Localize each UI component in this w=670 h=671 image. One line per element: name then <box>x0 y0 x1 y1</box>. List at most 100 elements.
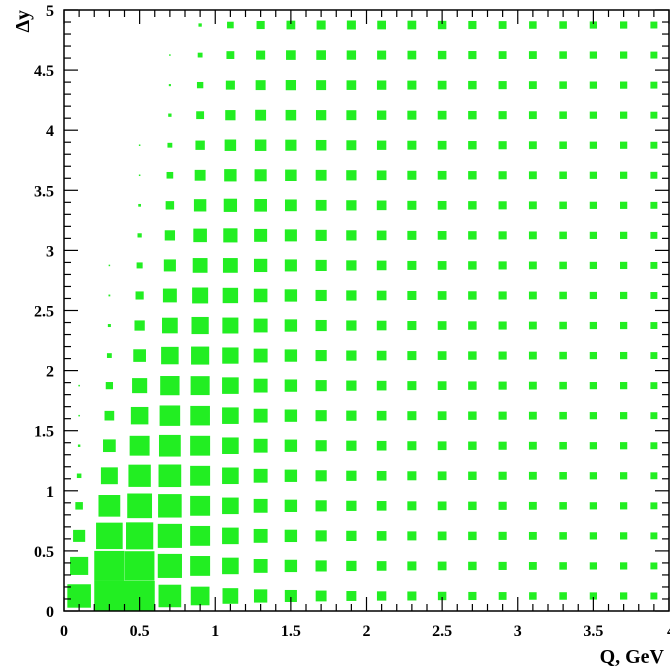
heatmap-box <box>346 260 357 271</box>
heatmap-box <box>222 347 239 364</box>
heatmap-box <box>253 559 268 573</box>
heatmap-box <box>437 381 447 390</box>
heatmap-box <box>437 471 447 481</box>
heatmap-box <box>105 382 114 390</box>
y-tick-label: 3.5 <box>34 183 54 200</box>
heatmap-box <box>315 440 327 452</box>
heatmap-box <box>437 200 447 210</box>
heatmap-box <box>222 317 239 334</box>
heatmap-box <box>589 351 598 360</box>
heatmap-box <box>468 261 477 270</box>
heatmap-box <box>407 381 417 391</box>
heatmap-box <box>407 351 417 361</box>
heatmap-box <box>650 21 658 29</box>
heatmap-box <box>589 141 598 149</box>
heatmap-box <box>528 411 537 420</box>
heatmap-box <box>407 471 417 481</box>
heatmap-box <box>650 201 658 209</box>
x-tick-label: 4 <box>667 623 670 640</box>
heatmap-box <box>650 502 658 510</box>
heatmap-box <box>437 140 447 150</box>
heatmap-box <box>190 495 211 516</box>
heatmap-box <box>437 50 447 60</box>
heatmap-box <box>253 468 268 483</box>
heatmap-box <box>559 441 567 450</box>
heatmap-box <box>620 261 628 270</box>
heatmap-box <box>650 472 658 480</box>
heatmap-box <box>67 584 91 608</box>
heatmap-box <box>468 141 477 150</box>
heatmap-box <box>315 259 327 271</box>
heatmap-box <box>160 376 180 396</box>
heatmap-box <box>106 353 112 358</box>
x-axis-title: Q, GeV <box>600 646 665 668</box>
heatmap-box <box>498 381 507 390</box>
heatmap-box <box>468 231 477 240</box>
heatmap-box <box>315 590 327 602</box>
heatmap-box <box>498 531 507 540</box>
heatmap-box <box>315 500 327 512</box>
heatmap-box <box>498 51 507 59</box>
heatmap-box <box>164 230 176 241</box>
heatmap-box <box>222 437 239 454</box>
heatmap-box <box>620 321 628 330</box>
heatmap-box <box>650 382 658 390</box>
heatmap-box <box>100 467 118 485</box>
heatmap-box <box>346 290 357 301</box>
y-axis-title: Δy <box>12 10 34 33</box>
heatmap-box <box>346 560 357 572</box>
heatmap-box <box>650 442 658 450</box>
heatmap-box <box>137 233 142 238</box>
heatmap-box <box>376 320 387 331</box>
heatmap-box <box>103 439 116 453</box>
heatmap-box <box>315 289 327 302</box>
heatmap-box <box>284 559 298 573</box>
heatmap-box <box>376 200 387 211</box>
heatmap-box <box>285 109 297 121</box>
heatmap-box <box>284 439 298 452</box>
heatmap-box <box>254 228 268 242</box>
heatmap-box <box>166 171 174 179</box>
heatmap-box <box>222 258 238 273</box>
heatmap-box <box>193 228 207 243</box>
heatmap-box <box>284 469 298 482</box>
heatmap-box <box>256 20 265 30</box>
heatmap-box <box>223 228 238 243</box>
heatmap-box <box>437 170 447 180</box>
y-axis-ticks <box>64 9 669 612</box>
heatmap-box <box>559 141 567 149</box>
heatmap-box <box>589 472 598 480</box>
heatmap-box <box>498 471 507 480</box>
heatmap-box <box>498 351 507 360</box>
y-tick-label: 5 <box>46 3 54 20</box>
heatmap-box <box>346 470 357 481</box>
heatmap-box <box>346 440 357 451</box>
heatmap-box <box>135 291 144 300</box>
heatmap-box <box>559 472 567 480</box>
heatmap-box <box>190 405 210 426</box>
heatmap-box <box>315 560 327 572</box>
heatmap-box <box>253 528 268 543</box>
heatmap-box <box>437 291 447 300</box>
heatmap-box <box>407 501 417 511</box>
heatmap-box <box>437 110 447 120</box>
heatmap-box <box>528 381 537 390</box>
y-tick-label: 1.5 <box>34 424 54 441</box>
heatmap-box <box>191 316 209 335</box>
heatmap-box <box>222 287 239 304</box>
heatmap-box <box>468 321 477 330</box>
heatmap-box <box>437 441 447 451</box>
heatmap-box <box>589 171 598 179</box>
heatmap-box <box>528 111 537 120</box>
heatmap-box <box>255 109 267 121</box>
heatmap-box <box>161 346 179 365</box>
heatmap-box <box>650 111 658 119</box>
heatmap-box <box>559 381 567 390</box>
heatmap-box <box>108 294 111 297</box>
heatmap-box <box>650 592 658 600</box>
heatmap-box <box>346 200 357 211</box>
heatmap-box <box>315 410 327 422</box>
heatmap-box <box>346 591 357 601</box>
heatmap-box <box>377 50 387 60</box>
heatmap-box <box>407 531 417 541</box>
